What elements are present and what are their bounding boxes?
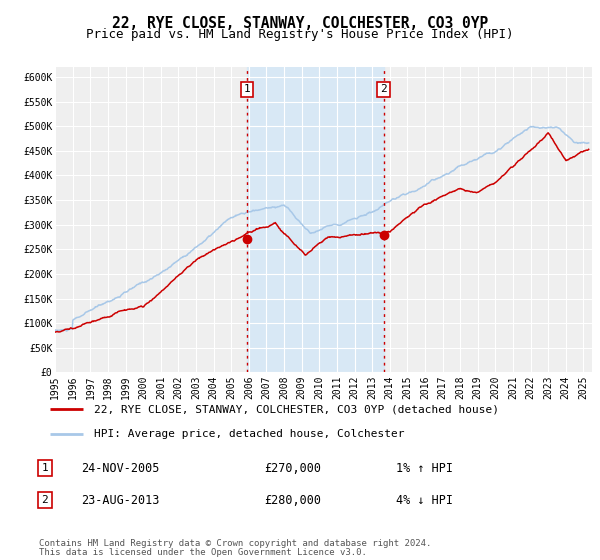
Text: Price paid vs. HM Land Registry's House Price Index (HPI): Price paid vs. HM Land Registry's House … <box>86 28 514 41</box>
Text: 2: 2 <box>41 495 49 505</box>
Bar <box>247 67 383 372</box>
Text: £280,000: £280,000 <box>264 493 321 506</box>
Text: £270,000: £270,000 <box>264 461 321 474</box>
Text: 22, RYE CLOSE, STANWAY, COLCHESTER, CO3 0YP (detached house): 22, RYE CLOSE, STANWAY, COLCHESTER, CO3 … <box>94 404 499 414</box>
Text: 24-NOV-2005: 24-NOV-2005 <box>81 461 160 474</box>
Text: 1% ↑ HPI: 1% ↑ HPI <box>396 461 453 474</box>
Text: This data is licensed under the Open Government Licence v3.0.: This data is licensed under the Open Gov… <box>39 548 367 557</box>
Text: 1: 1 <box>41 463 49 473</box>
Text: Contains HM Land Registry data © Crown copyright and database right 2024.: Contains HM Land Registry data © Crown c… <box>39 539 431 548</box>
Text: 2: 2 <box>380 85 387 94</box>
Text: 22, RYE CLOSE, STANWAY, COLCHESTER, CO3 0YP: 22, RYE CLOSE, STANWAY, COLCHESTER, CO3 … <box>112 16 488 31</box>
Text: HPI: Average price, detached house, Colchester: HPI: Average price, detached house, Colc… <box>94 428 405 438</box>
Text: 1: 1 <box>244 85 250 94</box>
Text: 4% ↓ HPI: 4% ↓ HPI <box>396 493 453 506</box>
Text: 23-AUG-2013: 23-AUG-2013 <box>81 493 160 506</box>
